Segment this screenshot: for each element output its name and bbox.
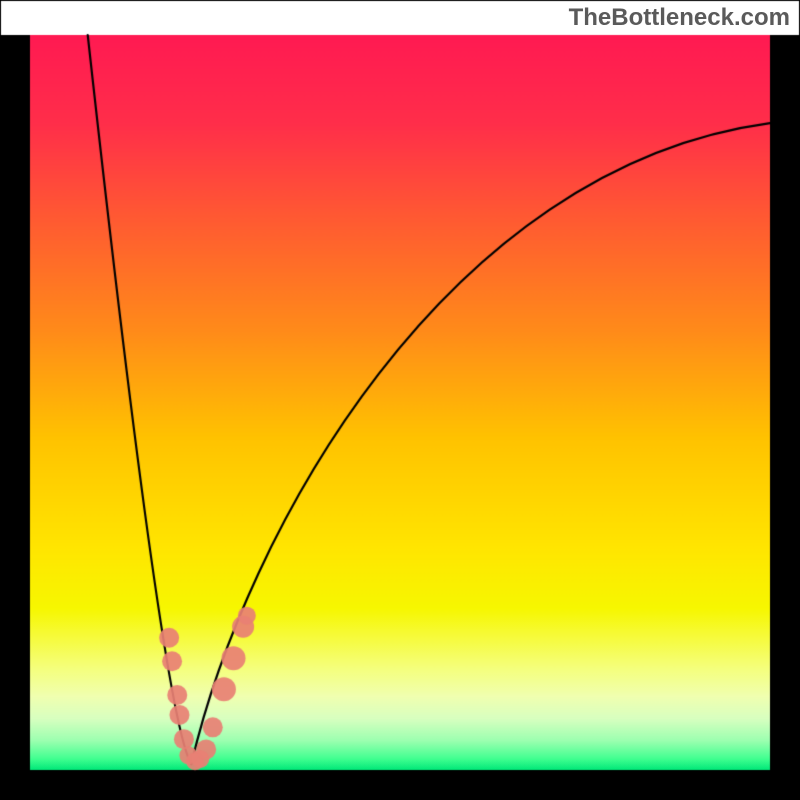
watermark-text: TheBottleneck.com [569,4,790,32]
bottleneck-chart [0,0,800,800]
